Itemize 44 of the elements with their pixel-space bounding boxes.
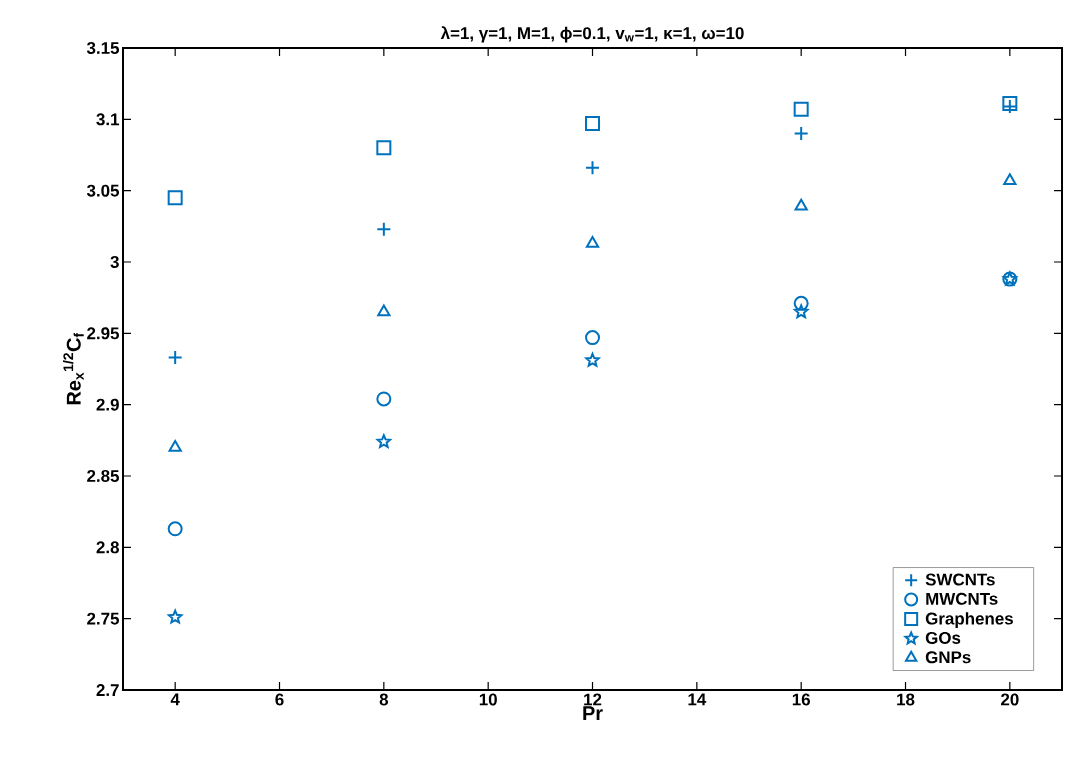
- x-tick-label: 14: [688, 693, 707, 706]
- x-tick-label: 20: [1001, 693, 1019, 706]
- y-tick-label: 2.9: [96, 398, 119, 411]
- legend-label: Graphenes: [925, 612, 1013, 628]
- y-tick-label: 2.8: [96, 541, 119, 554]
- x-tick-label: 8: [379, 693, 389, 706]
- point: [1003, 173, 1017, 185]
- point: [167, 609, 183, 624]
- point: [376, 391, 392, 407]
- y-tick-label: 2.7: [96, 684, 119, 696]
- legend-label: SWCNTs: [925, 573, 995, 586]
- x-tick-label: 4: [170, 693, 180, 706]
- point: [167, 521, 183, 537]
- x-tick-label: 10: [479, 693, 497, 706]
- y-axis-title: Re$_{x}$$^{1/2}$C$_{f}$: [62, 332, 84, 405]
- point: [585, 330, 601, 346]
- point: [376, 140, 392, 156]
- y-tick-label: 2.95: [87, 327, 120, 340]
- legend-label: GNPs: [925, 651, 971, 664]
- y-tick-label: 3.1: [96, 113, 120, 126]
- x-tick-label: 6: [275, 693, 284, 706]
- point: [377, 304, 391, 317]
- point: [585, 235, 600, 248]
- point: [793, 295, 809, 311]
- point: [585, 116, 601, 132]
- legend-label: MWCNTs: [926, 592, 998, 605]
- y-tick-label: 3.05: [86, 184, 120, 197]
- legend-label: GOs: [925, 631, 961, 644]
- x-tick-label: 18: [897, 693, 915, 706]
- y-tick-label: 3.15: [86, 41, 120, 54]
- point: [585, 352, 600, 367]
- y-tick-label: 3: [110, 255, 119, 268]
- chart-title: λ=1, γ=1, M=1, ϕ=0.1, v$_{w}$=1, κ=1, ω=10: [440, 26, 744, 43]
- point: [167, 190, 183, 206]
- point: [168, 439, 182, 452]
- x-axis-title: Pr: [583, 706, 603, 721]
- point: [794, 304, 809, 319]
- y-tick-label: 2.85: [87, 469, 120, 482]
- y-tick-label: 2.75: [87, 612, 120, 625]
- point: [794, 198, 808, 211]
- point: [793, 101, 809, 117]
- x-tick-label: 12: [584, 693, 602, 706]
- x-tick-label: 16: [792, 693, 810, 706]
- point: [376, 434, 392, 448]
